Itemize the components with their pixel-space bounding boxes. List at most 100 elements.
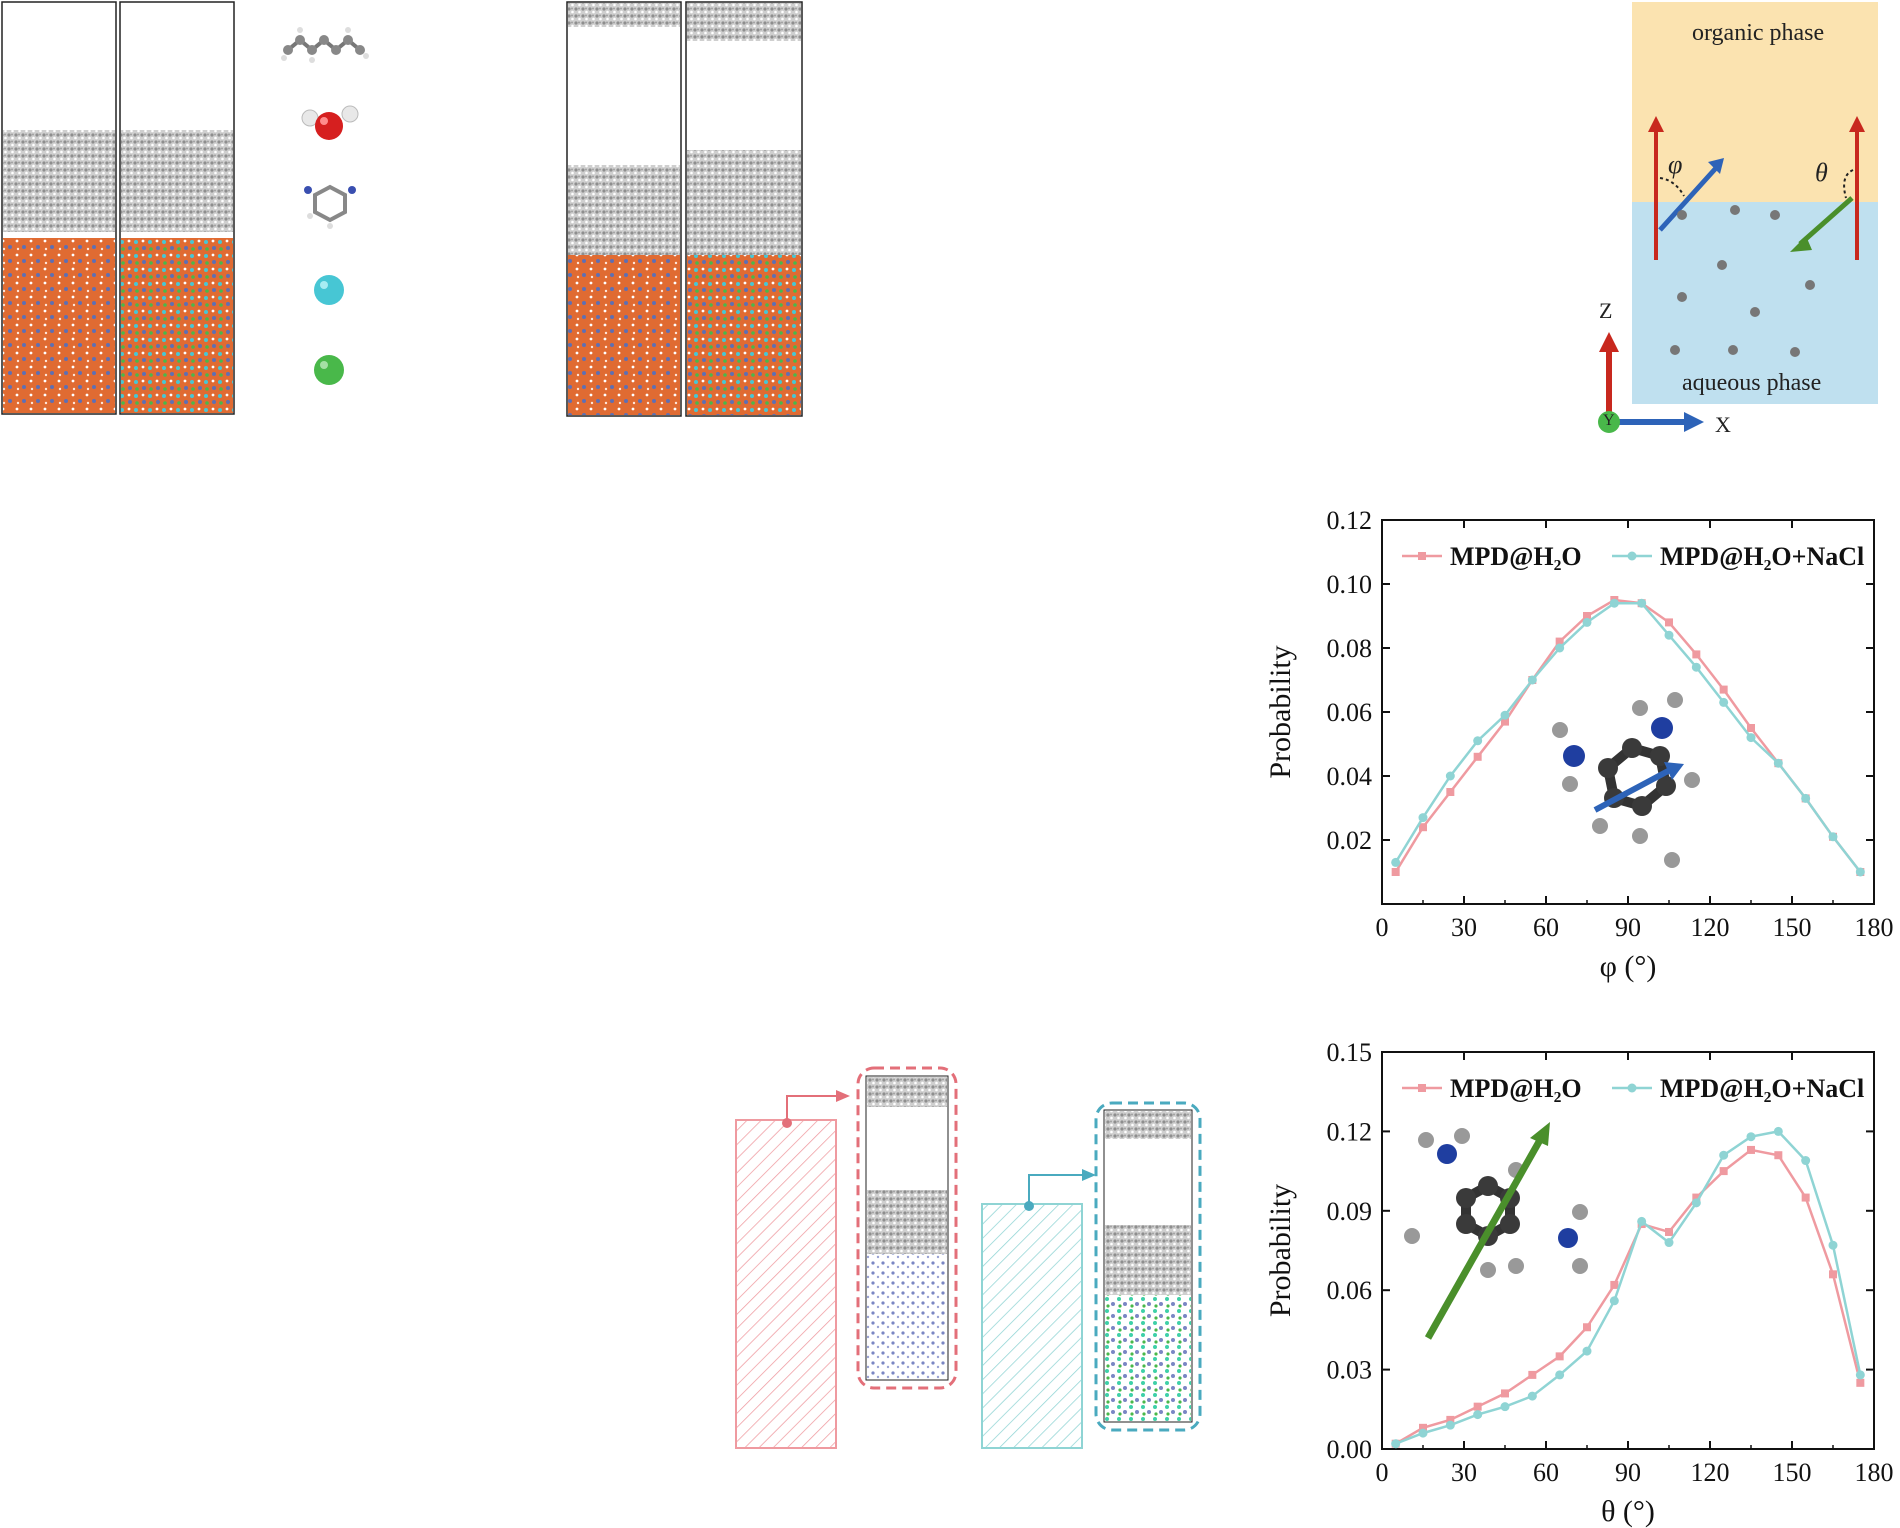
series-line-1 [1395, 1130, 1862, 1445]
data-point-1 [1637, 1216, 1647, 1226]
simulation-box-nacl-final [685, 1, 803, 417]
data-point-1 [1746, 1132, 1756, 1142]
organic-phase-region [1632, 2, 1878, 202]
x-tick-label: 150 [1773, 1458, 1812, 1487]
comparison-bar-nacl [981, 1203, 1083, 1449]
data-point-0 [1610, 1280, 1619, 1289]
data-point-0 [1719, 685, 1728, 694]
axis-z-label: Z [1599, 298, 1613, 323]
x-tick-label: 90 [1615, 1458, 1641, 1487]
data-point-1 [1691, 1198, 1701, 1208]
phi-angle-label: φ [1668, 150, 1683, 179]
data-point-1 [1664, 1238, 1674, 1248]
data-point-1 [1773, 758, 1783, 768]
simulation-box-h2o-initial [1, 1, 117, 415]
hexane-molecule-icon [281, 27, 369, 63]
plot-frame [1381, 519, 1875, 905]
data-point-1 [1855, 867, 1865, 877]
sodium-ion-icon [314, 275, 344, 305]
plot-frame [1381, 1051, 1875, 1450]
data-point-0 [1446, 1415, 1455, 1424]
mpd-inset-molecule-phi [1552, 692, 1700, 868]
axis-x-label: X [1715, 412, 1731, 437]
series-line-0 [1395, 1148, 1862, 1445]
legend-marker-1 [1627, 551, 1637, 561]
snapshot-h2o [856, 1066, 958, 1390]
interface-orientation-schematic [1598, 2, 1878, 433]
data-point-1 [1637, 598, 1647, 608]
data-point-1 [1828, 832, 1838, 842]
x-tick-label: 60 [1533, 1458, 1559, 1487]
x-tick-label: 180 [1855, 1458, 1894, 1487]
data-point-1 [1555, 643, 1565, 653]
legend-marker-1 [1627, 1083, 1637, 1093]
chloride-ion-icon [314, 355, 344, 385]
organic-phase-label: organic phase [1692, 20, 1825, 46]
simulation-box-h2o-final [566, 1, 682, 417]
legend-label-0: MPD@H₂O [1450, 1074, 1582, 1103]
y-tick-label: 0.15 [1327, 1038, 1373, 1067]
theta-angle-label: θ [1815, 158, 1828, 187]
aqueous-phase-region [1632, 202, 1878, 404]
y-tick-label: 0.00 [1327, 1435, 1373, 1464]
data-point-1 [1500, 1402, 1510, 1412]
x-axis-label: θ (°) [1601, 1495, 1655, 1528]
data-point-0 [1774, 1151, 1783, 1160]
data-point-1 [1609, 1296, 1619, 1306]
phi-distribution-chart: 0 30 60 90 120 150 180 0.02 0.04 0.06 0.08 0.10 0.12… [1264, 506, 1894, 983]
y-tick-label: 0.10 [1327, 570, 1373, 599]
mpd-inset-molecule-theta [1404, 1122, 1588, 1340]
x-tick-label: 0 [1376, 1458, 1389, 1487]
data-point-1 [1445, 771, 1455, 781]
data-point-1 [1773, 1126, 1783, 1136]
x-tick-label: 30 [1451, 1458, 1477, 1487]
data-point-1 [1418, 813, 1428, 823]
data-point-1 [1391, 1439, 1401, 1449]
y-tick-label: 0.03 [1327, 1356, 1373, 1385]
legend-marker-0 [1418, 552, 1426, 560]
data-point-1 [1719, 1150, 1729, 1160]
y-axis-label: Probability [1264, 645, 1297, 778]
data-point-0 [1829, 1270, 1837, 1279]
data-point-1 [1582, 1346, 1592, 1356]
data-point-0 [1555, 637, 1564, 646]
data-point-0 [1473, 1402, 1482, 1411]
data-point-0 [1419, 1423, 1427, 1432]
y-tick-label: 0.02 [1327, 826, 1373, 855]
data-point-0 [1747, 724, 1755, 732]
data-point-0 [1665, 1227, 1673, 1236]
data-point-0 [1801, 1193, 1810, 1202]
x-tick-label: 150 [1773, 913, 1812, 942]
data-point-1 [1473, 1410, 1483, 1420]
data-point-1 [1855, 1370, 1865, 1380]
data-point-0 [1391, 868, 1400, 876]
y-tick-label: 0.12 [1327, 506, 1373, 535]
snapshot-nacl [1094, 1101, 1202, 1432]
data-point-0 [1583, 612, 1591, 620]
x-tick-label: 60 [1533, 913, 1559, 942]
legend-label-0: MPD@H₂O [1450, 542, 1582, 571]
legend-label-1: MPD@H₂O+NaCl [1660, 542, 1864, 571]
data-point-1 [1691, 662, 1701, 672]
x-tick-label: 0 [1376, 913, 1389, 942]
y-tick-label: 0.12 [1327, 1117, 1373, 1146]
data-point-0 [1719, 1167, 1728, 1176]
water-molecule-icon [301, 105, 359, 140]
data-point-0 [1501, 717, 1509, 726]
data-point-1 [1500, 710, 1510, 720]
axis-y-label: Y [1603, 412, 1615, 429]
data-point-0 [1583, 1323, 1591, 1332]
data-point-1 [1582, 617, 1592, 627]
legend-marker-0 [1418, 1084, 1426, 1092]
data-point-1 [1527, 1391, 1537, 1401]
data-point-1 [1609, 598, 1619, 608]
data-point-1 [1828, 1240, 1838, 1250]
data-point-1 [1418, 1428, 1428, 1438]
x-axis-label: φ (°) [1600, 950, 1657, 983]
data-point-0 [1501, 1389, 1509, 1398]
y-tick-label: 0.06 [1327, 1276, 1373, 1305]
data-point-1 [1527, 675, 1537, 685]
y-tick-label: 0.04 [1327, 762, 1373, 791]
data-point-1 [1391, 857, 1401, 867]
